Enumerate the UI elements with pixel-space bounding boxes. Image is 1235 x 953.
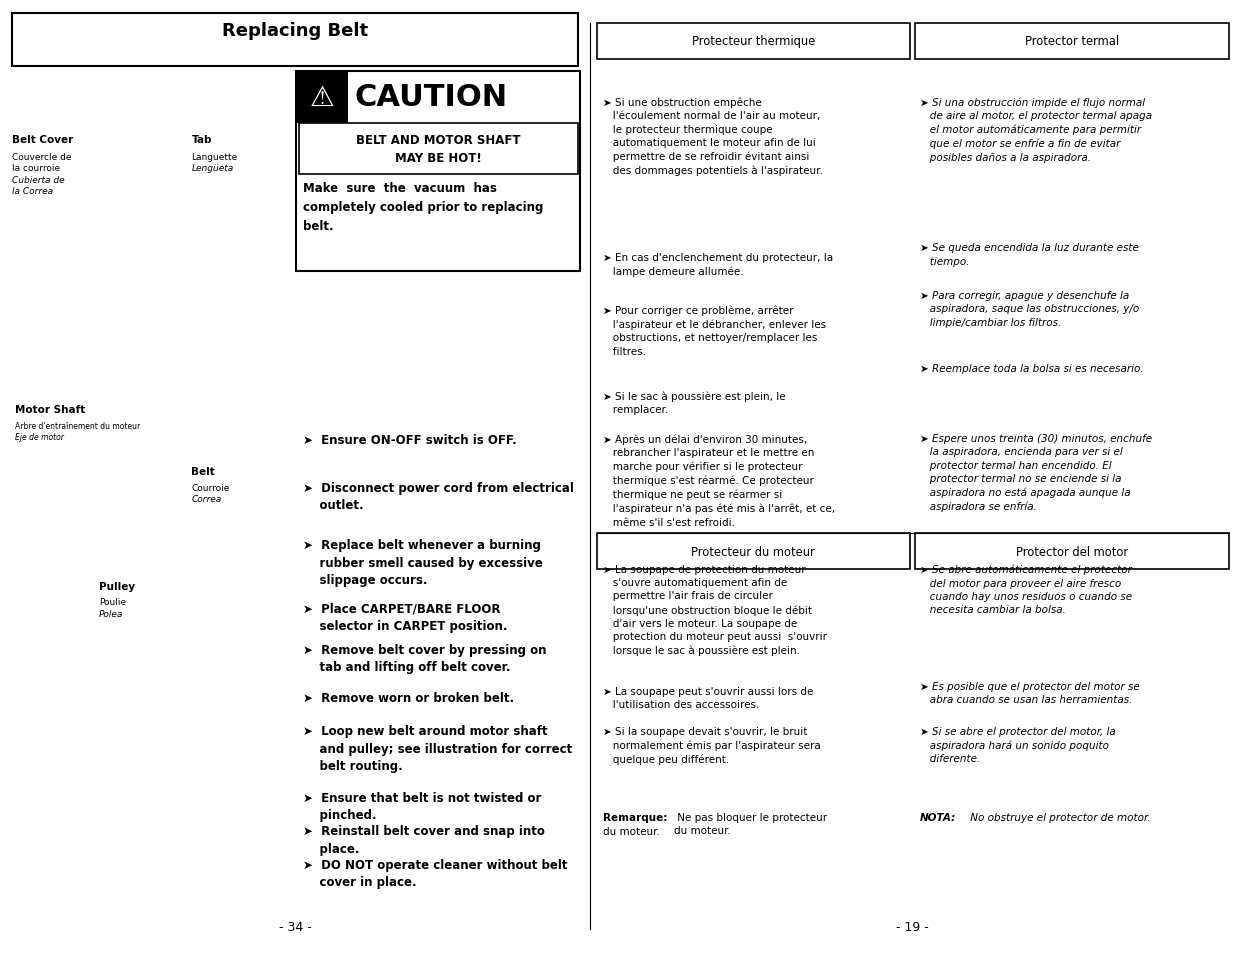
Text: Couvercle de: Couvercle de bbox=[12, 152, 72, 161]
Text: Eje de motor: Eje de motor bbox=[15, 433, 64, 441]
Text: CAUTION: CAUTION bbox=[354, 83, 508, 112]
Bar bbox=[299, 124, 578, 174]
Text: ➤  Loop new belt around motor shaft
    and pulley; see illustration for correct: ➤ Loop new belt around motor shaft and p… bbox=[303, 724, 572, 772]
Text: ➤ Para corregir, apague y desenchufe la
   aspiradora, saque las obstrucciones, : ➤ Para corregir, apague y desenchufe la … bbox=[920, 291, 1140, 327]
Text: ⚠: ⚠ bbox=[310, 84, 335, 112]
Text: Languette: Languette bbox=[191, 152, 237, 161]
Text: ➤ Si se abre el protector del motor, la
   aspiradora hará un sonido poquito
   : ➤ Si se abre el protector del motor, la … bbox=[920, 726, 1116, 763]
Bar bbox=[915, 534, 1229, 570]
Text: ➤ Reemplace toda la bolsa si es necesario.: ➤ Reemplace toda la bolsa si es necesari… bbox=[920, 364, 1144, 374]
Text: la Correa: la Correa bbox=[12, 187, 53, 195]
Text: Cubierta de: Cubierta de bbox=[12, 175, 65, 184]
Text: Correa: Correa bbox=[191, 495, 221, 503]
Bar bbox=[597, 534, 910, 570]
Text: ➤ Si une obstruction empêche
   l'écoulement normal de l'air au moteur,
   le pr: ➤ Si une obstruction empêche l'écoulemen… bbox=[603, 97, 823, 176]
Text: ➤ Si la soupape devait s'ouvrir, le bruit
   normalement émis par l'aspirateur s: ➤ Si la soupape devait s'ouvrir, le brui… bbox=[603, 726, 820, 764]
Text: ➤  Place CARPET/BARE FLOOR
    selector in CARPET position.: ➤ Place CARPET/BARE FLOOR selector in CA… bbox=[303, 602, 508, 633]
Text: - 34 -: - 34 - bbox=[279, 920, 311, 933]
Text: ➤ Si una obstrucción impide el flujo normal
   de aire al motor, el protector te: ➤ Si una obstrucción impide el flujo nor… bbox=[920, 97, 1152, 163]
Text: ➤  Replace belt whenever a burning
    rubber smell caused by excessive
    slip: ➤ Replace belt whenever a burning rubber… bbox=[303, 538, 542, 586]
Text: Courroie: Courroie bbox=[191, 483, 230, 492]
Text: Polea: Polea bbox=[99, 609, 124, 618]
Text: ➤ Se queda encendida la luz durante este
   tiempo.: ➤ Se queda encendida la luz durante este… bbox=[920, 243, 1139, 266]
Text: ➤  DO NOT operate cleaner without belt
    cover in place.: ➤ DO NOT operate cleaner without belt co… bbox=[303, 858, 567, 888]
Text: Motor Shaft: Motor Shaft bbox=[15, 405, 85, 415]
Text: du moteur.: du moteur. bbox=[603, 826, 659, 836]
Bar bbox=[915, 24, 1229, 60]
Text: ➤  Disconnect power cord from electrical
    outlet.: ➤ Disconnect power cord from electrical … bbox=[303, 481, 573, 512]
Text: ➤ Espere unos treinta (30) minutos, enchufe
   la aspiradora, encienda para ver : ➤ Espere unos treinta (30) minutos, ench… bbox=[920, 434, 1152, 512]
Bar bbox=[12, 14, 578, 67]
Bar bbox=[296, 71, 348, 124]
Text: ➤  Remove worn or broken belt.: ➤ Remove worn or broken belt. bbox=[303, 691, 514, 704]
Text: No obstruye el protector de motor.: No obstruye el protector de motor. bbox=[967, 812, 1151, 821]
Text: ➤ Es posible que el protector del motor se
   abra cuando se usan las herramient: ➤ Es posible que el protector del motor … bbox=[920, 681, 1140, 704]
Bar bbox=[296, 71, 580, 272]
Text: ➤  Ensure that belt is not twisted or
    pinched.: ➤ Ensure that belt is not twisted or pin… bbox=[303, 791, 541, 821]
Text: Protector del motor: Protector del motor bbox=[1016, 545, 1128, 558]
Text: Ne pas bloquer le protecteur
du moteur.: Ne pas bloquer le protecteur du moteur. bbox=[674, 812, 827, 835]
Text: Make  sure  the  vacuum  has
completely cooled prior to replacing
belt.: Make sure the vacuum has completely cool… bbox=[303, 182, 543, 233]
Text: Replacing Belt: Replacing Belt bbox=[222, 22, 368, 39]
Text: ➤  Ensure ON-OFF switch is OFF.: ➤ Ensure ON-OFF switch is OFF. bbox=[303, 434, 516, 447]
Text: ➤ Se abre automáticamente el protector
   del motor para proveer el aire fresco
: ➤ Se abre automáticamente el protector d… bbox=[920, 564, 1132, 615]
Text: ➤  Reinstall belt cover and snap into
    place.: ➤ Reinstall belt cover and snap into pla… bbox=[303, 824, 545, 855]
Text: BELT AND MOTOR SHAFT
MAY BE HOT!: BELT AND MOTOR SHAFT MAY BE HOT! bbox=[356, 133, 521, 165]
Text: NOTA:: NOTA: bbox=[920, 812, 956, 821]
Text: Protecteur du moteur: Protecteur du moteur bbox=[692, 545, 815, 558]
Text: Remarque:: Remarque: bbox=[603, 812, 667, 821]
Text: Protecteur thermique: Protecteur thermique bbox=[692, 35, 815, 49]
Text: Poulie: Poulie bbox=[99, 598, 126, 606]
Text: ➤ En cas d'enclenchement du protecteur, la
   lampe demeure allumée.: ➤ En cas d'enclenchement du protecteur, … bbox=[603, 253, 832, 276]
Text: Protector termal: Protector termal bbox=[1025, 35, 1119, 49]
Text: Arbre d'entraînement du moteur: Arbre d'entraînement du moteur bbox=[15, 421, 140, 430]
Text: ➤ La soupape de protection du moteur
   s'ouvre automatiquement afin de
   perme: ➤ La soupape de protection du moteur s'o… bbox=[603, 564, 826, 656]
Text: ➤ La soupape peut s'ouvrir aussi lors de
   l'utilisation des accessoires.: ➤ La soupape peut s'ouvrir aussi lors de… bbox=[603, 686, 813, 709]
Bar bbox=[597, 24, 910, 60]
Text: Belt: Belt bbox=[191, 467, 215, 476]
Text: Belt Cover: Belt Cover bbox=[12, 135, 74, 145]
Text: ➤  Remove belt cover by pressing on
    tab and lifting off belt cover.: ➤ Remove belt cover by pressing on tab a… bbox=[303, 643, 546, 674]
Text: - 19 -: - 19 - bbox=[897, 920, 929, 933]
Text: ➤ Pour corriger ce problème, arrêter
   l'aspirateur et le débrancher, enlever l: ➤ Pour corriger ce problème, arrêter l'a… bbox=[603, 305, 826, 356]
Text: la courroie: la courroie bbox=[12, 164, 61, 172]
Text: ➤ Si le sac à poussière est plein, le
   remplacer.: ➤ Si le sac à poussière est plein, le re… bbox=[603, 391, 785, 415]
Text: Pulley: Pulley bbox=[99, 581, 135, 591]
Text: Tab: Tab bbox=[191, 135, 212, 145]
Text: Lengüeta: Lengüeta bbox=[191, 164, 233, 172]
Text: ➤ Après un délai d'environ 30 minutes,
   rebrancher l'aspirateur et le mettre e: ➤ Après un délai d'environ 30 minutes, r… bbox=[603, 434, 835, 527]
